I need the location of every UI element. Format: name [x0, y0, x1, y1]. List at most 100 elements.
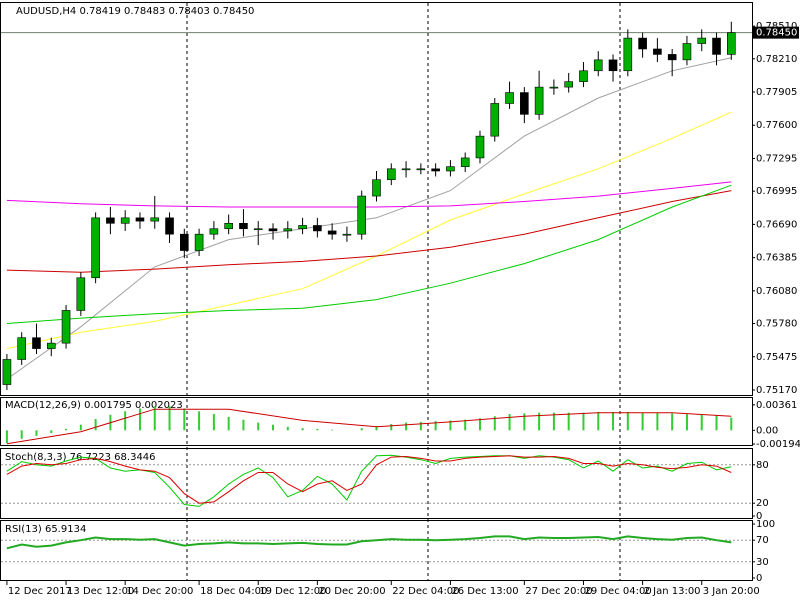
candle-body [165, 217, 174, 235]
stoch-pane [0, 448, 753, 519]
candle-body [253, 228, 263, 231]
candle-body [667, 54, 677, 61]
candle-body [357, 195, 367, 235]
macd-signal [6, 408, 732, 445]
moving-average [6, 190, 732, 273]
macd-label: MACD(12,26,9) 0.001795 0.002023 [5, 400, 183, 411]
candle-body [91, 217, 100, 279]
candle-body [505, 92, 514, 104]
y-tick-label: 80 [756, 460, 769, 471]
macd-pane [0, 397, 753, 446]
y-tick-label: 0.77905 [756, 87, 797, 98]
x-tick-label: 27 Dec 20:00 [525, 586, 592, 597]
candle-body [460, 157, 470, 167]
last-price-label: 0.78450 [756, 28, 797, 39]
main-pane [0, 2, 753, 396]
y-tick-label: 0.00 [756, 425, 778, 436]
y-tick-label: 0.77600 [756, 120, 797, 131]
rsi-label: RSI(13) 65.9134 [5, 524, 86, 535]
candle-body [697, 37, 707, 44]
y-tick-label: 0.75170 [756, 385, 797, 396]
candle-body [61, 310, 71, 344]
x-tick-label: 3 Jan 20:00 [703, 586, 760, 597]
candle-body [579, 70, 588, 82]
x-tick-label: 13 Dec 12:00 [67, 586, 134, 597]
y-tick-label: 20 [756, 498, 769, 509]
x-tick-label: 22 Dec 04:00 [392, 586, 459, 597]
y-tick-label: -0.001944 [756, 439, 800, 450]
candle-body [564, 81, 573, 88]
candle-body [298, 225, 307, 230]
y-tick-label: 0.76690 [756, 219, 797, 230]
chart-title: AUDUSD,H4 0.78419 0.78483 0.78403 0.7845… [16, 6, 254, 17]
y-tick-label: 0.00361 [756, 400, 797, 411]
candle-body [372, 179, 381, 197]
candle-body [401, 168, 411, 171]
candle-body [76, 277, 86, 311]
x-tick-label: 18 Dec 04:00 [200, 586, 267, 597]
candle-body [712, 37, 721, 55]
candle-body [313, 225, 322, 232]
y-tick-label: 70 [756, 535, 769, 546]
candle-body [549, 86, 559, 89]
candle-body [490, 103, 500, 137]
x-tick-label: 29 Dec 04:00 [584, 586, 651, 597]
candle-body [239, 222, 248, 230]
candle-body [106, 217, 115, 224]
candle-body [534, 86, 544, 115]
candle-body [638, 37, 647, 50]
y-tick-label: 0.78210 [756, 54, 797, 65]
y-tick-label: 0 [756, 511, 762, 522]
candle-body [623, 37, 633, 72]
candle-body [446, 166, 455, 172]
moving-average [6, 184, 732, 324]
candle-body [475, 135, 485, 159]
candle-body [283, 228, 293, 232]
stoch-main [6, 454, 732, 507]
x-tick-label: 2 Jan 13:00 [644, 586, 701, 597]
candle-body [593, 59, 603, 72]
period-separators [186, 3, 621, 580]
x-tick-label: 19 Dec 12:00 [259, 586, 326, 597]
candle-body [520, 92, 529, 115]
candle-body [268, 228, 278, 232]
candle-body [135, 217, 145, 222]
candle-body [224, 222, 233, 230]
moving-average [6, 57, 732, 380]
candle-body [120, 217, 130, 224]
candle-body [150, 217, 160, 222]
candle-body [682, 43, 692, 61]
panes [0, 2, 753, 581]
y-tick-label: 30 [756, 557, 769, 568]
candle-body [416, 168, 426, 171]
y-tick-label: 0.76080 [756, 286, 797, 297]
candle-body [342, 233, 352, 236]
candle-body [327, 230, 337, 235]
x-tick-label: 26 Dec 13:00 [451, 586, 518, 597]
last-price-box [753, 26, 799, 39]
candle-body [180, 233, 189, 251]
x-tick-label: 14 Dec 20:00 [126, 586, 193, 597]
rsi-pane [0, 520, 753, 581]
candle-body [209, 228, 219, 235]
y-tick-label: 0.78510 [756, 21, 797, 32]
y-tick-label: 0.76385 [756, 253, 797, 264]
y-tick-label: 0 [756, 573, 762, 584]
candle-body [431, 168, 440, 172]
candle-body [727, 32, 736, 55]
y-tick-label: 0.77295 [756, 153, 797, 164]
candle-body [2, 359, 12, 385]
candle-body [194, 233, 204, 251]
stoch-signal [6, 455, 732, 504]
rsi-line [6, 535, 732, 550]
candle-body [608, 59, 618, 72]
y-tick-label: 0.76995 [756, 186, 797, 197]
x-tick-label: 12 Dec 2017 [8, 586, 72, 597]
candle-body [32, 337, 41, 349]
y-tick-label: 100 [756, 519, 775, 530]
candle-body [653, 48, 662, 55]
moving-average [6, 181, 732, 208]
y-tick-label: 0.75780 [756, 319, 797, 330]
